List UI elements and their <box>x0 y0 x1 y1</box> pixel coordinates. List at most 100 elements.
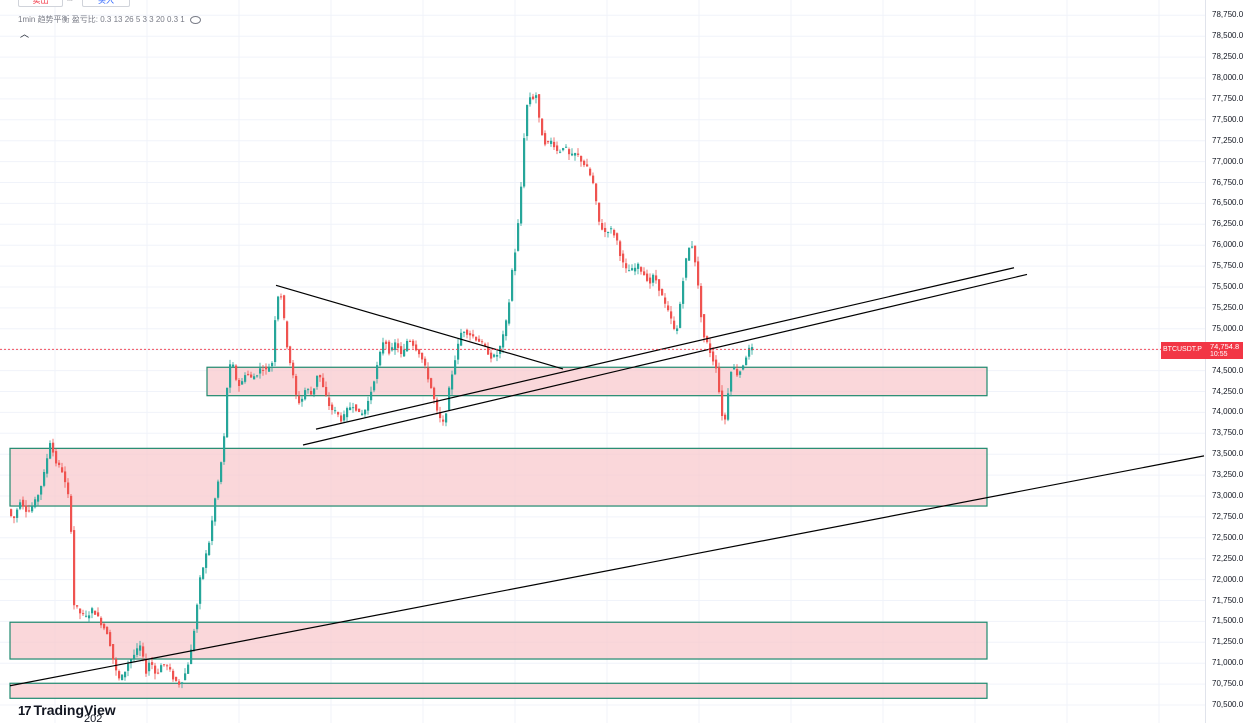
candle-body <box>592 175 595 184</box>
price-tick-label: 73,750.0 <box>1212 428 1244 438</box>
candle-body <box>703 314 706 338</box>
candle-body <box>508 302 511 324</box>
candle-body <box>682 281 685 304</box>
candle-body <box>124 671 127 678</box>
price-tick-label: 72,000.0 <box>1212 574 1244 584</box>
candle-body <box>352 407 355 409</box>
candle-body <box>667 305 670 311</box>
price-tick-label: 78,000.0 <box>1212 73 1244 82</box>
candle-body <box>556 145 559 151</box>
candle-body <box>181 682 184 684</box>
price-tick-label: 77,250.0 <box>1212 135 1244 145</box>
candle-body <box>484 343 487 347</box>
candle-body <box>412 340 415 346</box>
candle-body <box>214 498 217 522</box>
candle-body <box>715 359 718 369</box>
candle-body <box>748 347 751 357</box>
price-tick-label: 74,500.0 <box>1212 365 1244 375</box>
candle-body <box>373 381 376 391</box>
price-tick-label: 77,750.0 <box>1212 93 1244 103</box>
candle-body <box>727 393 730 420</box>
candle-body <box>277 296 280 320</box>
candle-body <box>226 387 229 438</box>
candle-body <box>583 160 586 166</box>
candle-body <box>244 375 247 382</box>
candle-body <box>358 408 361 412</box>
support-resistance-zone <box>9 447 988 507</box>
candle-body <box>316 375 319 387</box>
candle-body <box>217 481 220 498</box>
candle-body <box>490 352 493 359</box>
logo-text: TradingView <box>33 702 116 718</box>
buy-button[interactable]: 买入 <box>82 0 130 7</box>
candle-body <box>271 362 274 367</box>
candle-body <box>157 672 160 674</box>
candle-body <box>25 505 28 512</box>
candle-body <box>469 333 472 336</box>
candle-body <box>433 387 436 400</box>
candle-body <box>463 331 466 333</box>
candle-body <box>646 273 649 281</box>
candle-body <box>493 354 496 357</box>
candle-body <box>247 373 250 375</box>
price-tick-label: 76,500.0 <box>1212 198 1244 208</box>
candle-body <box>133 654 136 659</box>
candle-body <box>205 553 208 568</box>
candle-body <box>559 151 562 153</box>
price-tick-label: 78,750.0 <box>1212 10 1244 20</box>
candle-body <box>394 342 397 351</box>
price-tick-label: 71,250.0 <box>1212 637 1244 647</box>
candle-body <box>619 241 622 256</box>
candle-body <box>649 277 652 284</box>
candle-body <box>532 96 535 100</box>
candle-body <box>295 375 298 395</box>
chart-area[interactable]: 卖出 ... 买入 1min 趋势平衡 盈亏比: 0.3 13 26 5 3 3… <box>0 0 1205 723</box>
candle-body <box>424 358 427 366</box>
candle-body <box>232 364 235 367</box>
price-tick-label: 71,000.0 <box>1212 658 1244 668</box>
candle-body <box>61 467 64 473</box>
candle-body <box>520 186 523 224</box>
chevron-up-icon[interactable]: ︿ <box>20 29 30 39</box>
candle-body <box>736 369 739 376</box>
candle-body <box>466 329 469 335</box>
candle-body <box>55 451 58 464</box>
candle-body <box>259 368 262 374</box>
legend-text: 1min 趋势平衡 盈亏比: 0.3 13 26 5 3 3 20 0.3 1 <box>18 15 185 24</box>
price-axis[interactable]: 70,500.0 70,750.0 71,000.0 71,250.0 71,500.0… <box>1205 0 1260 723</box>
candle-body <box>286 321 289 348</box>
candle-body <box>235 365 238 380</box>
candle-body <box>196 604 199 630</box>
candlestick-chart[interactable] <box>0 0 1205 723</box>
price-tick-label: 75,500.0 <box>1212 282 1244 291</box>
candle-body <box>31 506 34 512</box>
candle-body <box>208 542 211 556</box>
price-tick-label: 70,750.0 <box>1212 679 1244 689</box>
candle-body <box>562 148 565 151</box>
price-tick-label: 73,500.0 <box>1212 449 1244 459</box>
candle-body <box>496 355 499 357</box>
candle-body <box>79 608 82 614</box>
candle-body <box>175 676 178 681</box>
price-tick-label: 74,000.0 <box>1212 407 1244 417</box>
price-tick-label: 78,500.0 <box>1212 31 1244 41</box>
tradingview-logo[interactable]: 17 TradingView <box>18 702 116 718</box>
candle-body <box>430 378 433 389</box>
candle-body <box>43 471 46 486</box>
candle-body <box>127 663 130 671</box>
candle-body <box>595 183 598 202</box>
candle-body <box>67 482 70 495</box>
candle-body <box>700 285 703 318</box>
sell-button[interactable]: 卖出 <box>18 0 63 7</box>
eye-icon[interactable] <box>189 15 201 24</box>
indicator-legend[interactable]: 1min 趋势平衡 盈亏比: 0.3 13 26 5 3 3 20 0.3 1 <box>18 14 201 25</box>
candle-body <box>361 413 364 416</box>
candle-body <box>388 341 391 354</box>
candle-body <box>712 351 715 362</box>
candle-body <box>265 366 268 370</box>
candle-body <box>616 233 619 241</box>
candle-body <box>139 645 142 651</box>
candle-body <box>238 379 241 386</box>
candle-body <box>568 149 571 155</box>
candle-body <box>640 267 643 272</box>
